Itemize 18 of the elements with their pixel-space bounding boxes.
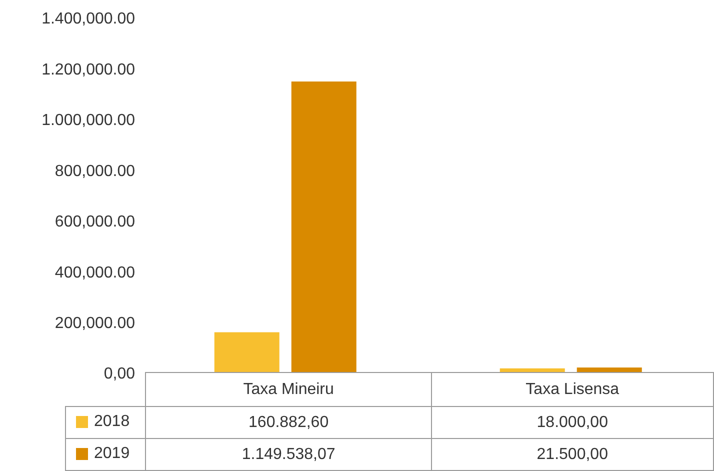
data-label: 1.149.538,07 xyxy=(146,438,432,470)
legend-label: 2018 xyxy=(94,412,130,430)
data-label: 160.882,60 xyxy=(146,406,432,438)
x-tick-label: Taxa Lisensa xyxy=(431,372,714,406)
x-tick-label: Taxa Mineiru xyxy=(146,372,432,406)
data-label: 21.500,00 xyxy=(431,438,714,470)
y-tick-label: 800,000.00 xyxy=(54,162,136,180)
data-label: 18.000,00 xyxy=(431,406,714,438)
bar xyxy=(214,332,280,373)
y-tick-label: 600,000.00 xyxy=(54,214,136,231)
y-tick-label: 0,00 xyxy=(104,366,136,383)
bar xyxy=(291,82,356,373)
legend-label: 2019 xyxy=(94,444,130,462)
y-tick-label: 200,000.00 xyxy=(54,314,136,332)
y-tick-label: 1.000,000.00 xyxy=(42,112,136,130)
y-tick-label: 1.200,000.00 xyxy=(42,61,136,78)
y-tick-label: 400,000.00 xyxy=(54,264,136,282)
y-tick-label: 1.400,000.00 xyxy=(42,10,136,28)
